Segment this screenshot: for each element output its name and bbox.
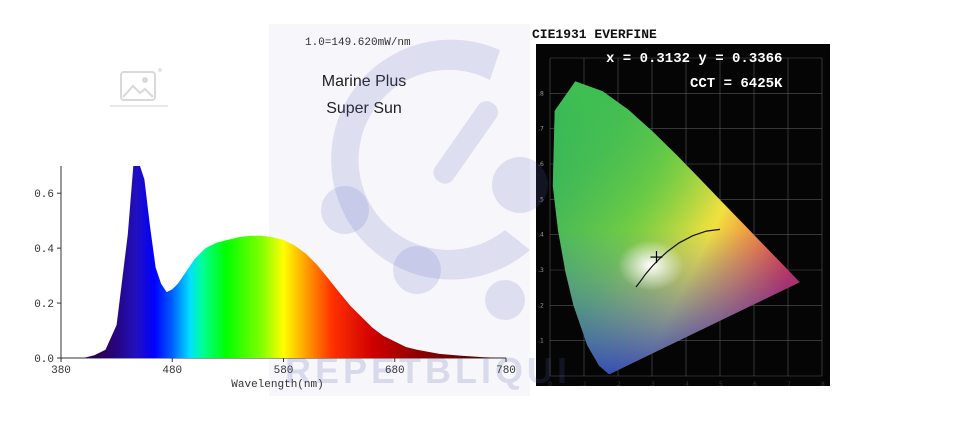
spectrum-x-axis-label: Wavelength(nm) — [231, 379, 323, 391]
spectrum-ticks: 380 480 580 680 780 0.0 0.2 0.4 0.6 Wavelength(nm… — [34, 189, 516, 391]
cie-x-tick-label: .6 — [751, 381, 757, 388]
cie-x-tick-label: .4 — [683, 381, 689, 388]
cie-y-tick-label: .7 — [538, 126, 544, 133]
cie-y-tick-label: .1 — [538, 338, 544, 345]
spectrum-x-tick-label: 680 — [385, 365, 405, 377]
lamp-name-line1: Marine Plus — [321, 73, 407, 90]
image-placeholder-icon — [110, 68, 168, 107]
spectrum-x-tick-label: 380 — [51, 365, 71, 377]
spectrum-x-tick-label: 480 — [162, 365, 182, 377]
spectrum-x-tick-label: 580 — [274, 365, 294, 377]
spectrum-y-tick-label: 0.0 — [34, 354, 54, 366]
planckian-locus — [635, 228, 721, 288]
spectrum-scale-label: 1.0=149.620mW/nm — [305, 37, 411, 49]
cie-x-tick-label: .5 — [717, 381, 723, 388]
spectrum-y-tick-label: 0.2 — [34, 299, 54, 311]
cie-y-tick-label: .3 — [538, 267, 544, 274]
spectrum-chart: 380 480 580 680 780 0.0 0.2 0.4 0.6 Wavelength(nm… — [34, 166, 516, 391]
cie-x-tick-label: .8 — [819, 381, 825, 388]
cie-x-tick-label: .1 — [581, 381, 587, 388]
cie-cct-readout: CCT = 6425K — [690, 76, 783, 92]
watermark-text: REPETBLIQUI — [285, 350, 572, 391]
spectrum-y-tick-label: 0.4 — [34, 244, 54, 256]
spectrum-y-tick-label: 0.6 — [34, 189, 54, 201]
cie-chart: 0 .1 .2 .3 .4 .5 .6 .7 .8 .1 .2 .3 .4 .5 .6 .7 .8 — [536, 44, 830, 388]
cie-x-tick-label: .7 — [785, 381, 791, 388]
cie-x-tick-label: .3 — [649, 381, 655, 388]
cie-ticks: 0 .1 .2 .3 .4 .5 .6 .7 .8 .1 .2 .3 .4 .5 .6 .7 .8 — [538, 90, 825, 388]
spectrum-area — [61, 166, 506, 358]
cie-y-tick-label: .5 — [538, 196, 544, 203]
cie-x-tick-label: .2 — [615, 381, 621, 388]
cie-y-tick-label: .2 — [538, 302, 544, 309]
cie-y-tick-label: .8 — [538, 90, 544, 97]
lamp-name-line2: Super Sun — [326, 100, 402, 117]
spectrum-x-tick-label: 780 — [496, 365, 516, 377]
cie-xy-readout: x = 0.3132 y = 0.3366 — [606, 51, 783, 67]
cie-y-tick-label: .4 — [538, 232, 544, 239]
cie-title: CIE1931 EVERFINE — [530, 27, 659, 42]
cie-x-tick-label: 0 — [548, 381, 552, 388]
cie-y-tick-label: .6 — [538, 161, 544, 168]
